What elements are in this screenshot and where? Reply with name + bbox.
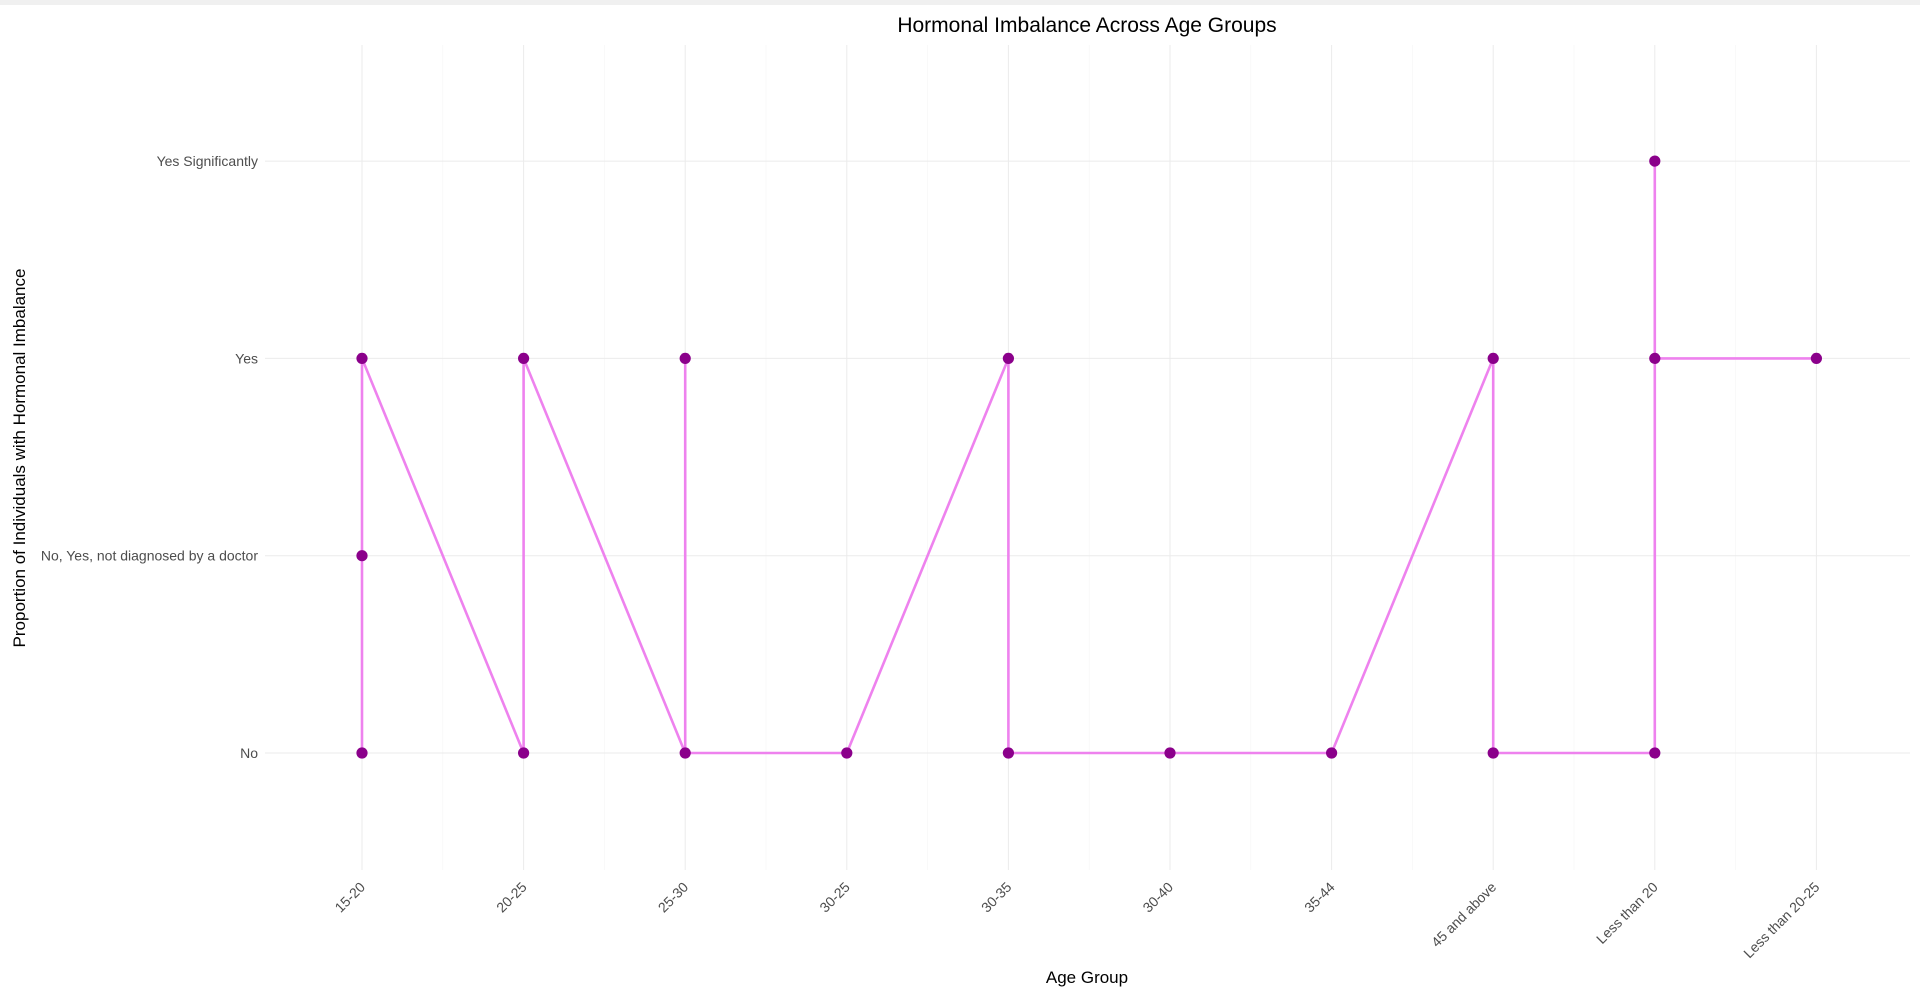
series-line (360, 159, 1817, 755)
data-point (518, 747, 530, 759)
data-point (1649, 747, 1661, 759)
data-point (1002, 352, 1015, 364)
data-point (518, 352, 530, 364)
y-tick-label: Yes Significantly (157, 153, 258, 169)
x-tick-label: 35-44 (1301, 879, 1338, 916)
data-point (1649, 352, 1661, 364)
data-point (679, 352, 691, 364)
y-tick-label: Yes (235, 350, 258, 366)
x-tick-label: 45 and above (1428, 879, 1499, 950)
data-point (1164, 747, 1176, 759)
data-point (1487, 747, 1499, 759)
x-tick-label: Less than 20-25 (1740, 879, 1822, 961)
data-point (841, 747, 853, 759)
data-point (1326, 747, 1338, 759)
data-point (679, 747, 691, 759)
x-axis-title: Age Group (1046, 968, 1128, 987)
y-tick-label: No (240, 745, 258, 761)
data-point (1810, 352, 1822, 364)
grid-layer (265, 45, 1910, 870)
x-tick-label: 20-25 (493, 879, 530, 916)
y-axis-title: Proportion of Individuals with Hormonal … (10, 269, 29, 648)
point-layer (356, 155, 1822, 759)
x-tick-labels: 15-20 20-25 25-30 30-25 30-35 30-40 35-44 45 an… (331, 879, 1822, 961)
data-point (1649, 155, 1661, 167)
line-layer (360, 159, 1817, 755)
y-tick-label: No, Yes, not diagnosed by a doctor (41, 548, 258, 564)
data-point (356, 747, 368, 759)
data-point (1487, 352, 1499, 364)
top-strip (0, 0, 1920, 5)
data-point (356, 550, 368, 562)
x-tick-label: 30-40 (1139, 879, 1176, 916)
y-tick-labels: No No, Yes, not diagnosed by a doctor Yes Y… (41, 153, 258, 761)
x-tick-label: Less than 20 (1593, 879, 1661, 947)
x-tick-label: 30-35 (978, 879, 1015, 916)
data-point (356, 352, 368, 364)
x-tick-label: 25-30 (655, 879, 692, 916)
x-tick-label: 15-20 (331, 879, 368, 916)
x-tick-label: 30-25 (816, 879, 853, 916)
data-point (1002, 747, 1015, 759)
chart-title: Hormonal Imbalance Across Age Groups (897, 14, 1276, 37)
